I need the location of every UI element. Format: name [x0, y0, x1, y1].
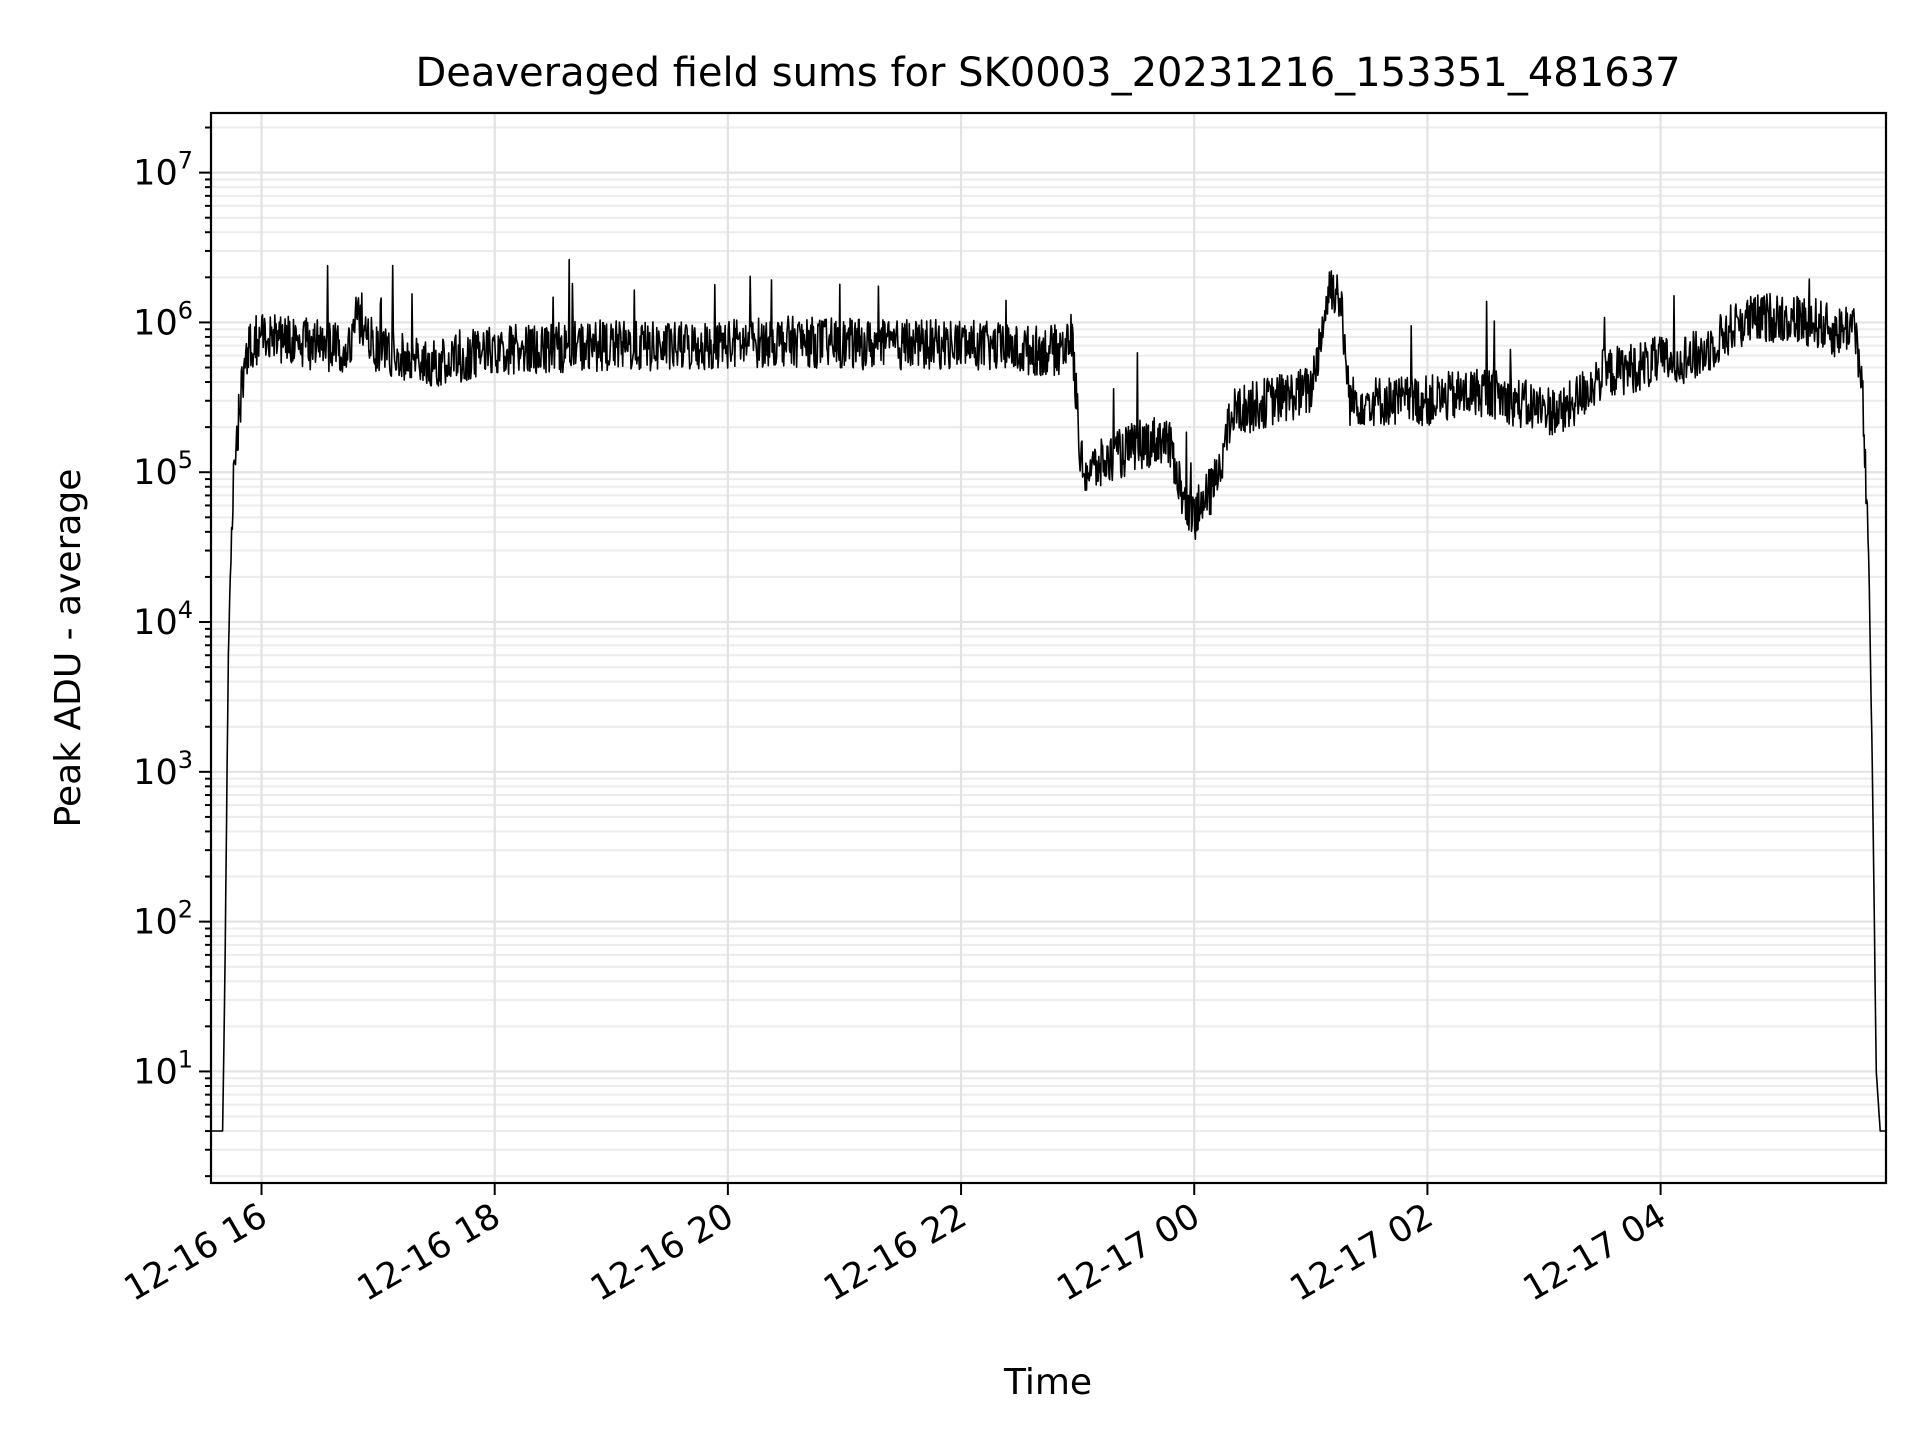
plot-frame — [209, 111, 1888, 1185]
y-tick-label: 101 — [133, 1045, 193, 1092]
y-tick-label: 105 — [133, 446, 193, 493]
y-axis: 101 102 103 104 105 106 107 — [133, 126, 211, 1178]
series-layer — [211, 258, 1886, 1132]
grid — [211, 113, 1886, 1183]
y-tick-label: 107 — [133, 147, 193, 194]
series-line — [211, 258, 1886, 1132]
y-tick-label: 102 — [133, 896, 193, 943]
y-axis-label: Peak ADU - average — [48, 469, 89, 828]
y-tick-label: 104 — [133, 596, 193, 643]
x-axis-label: Time — [1003, 1362, 1092, 1403]
y-tick-label: 106 — [133, 296, 193, 343]
chart-title: Deaveraged field sums for SK0003_2023121… — [415, 50, 1680, 96]
y-tick-label: 103 — [133, 746, 193, 793]
